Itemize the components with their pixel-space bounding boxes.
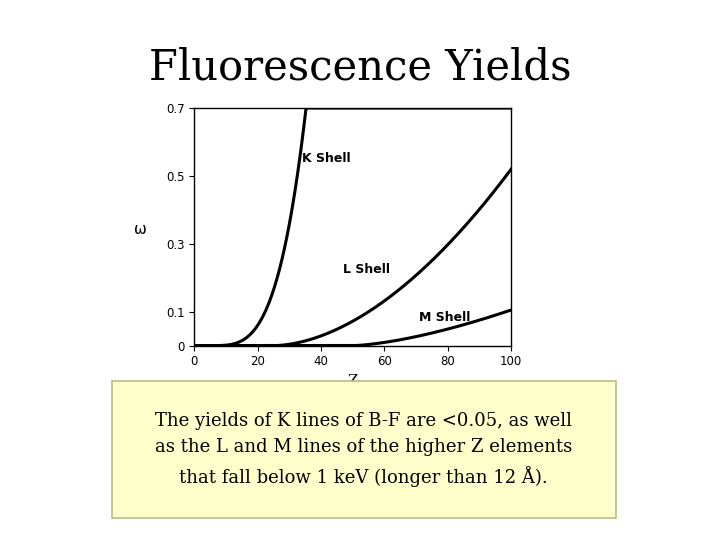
Text: UW-Madison Geology  777: UW-Madison Geology 777	[77, 10, 240, 20]
Text: ω: ω	[134, 222, 147, 237]
X-axis label: Z: Z	[348, 374, 358, 388]
FancyBboxPatch shape	[112, 381, 616, 518]
Circle shape	[0, 2, 135, 28]
Text: K Shell: K Shell	[302, 152, 351, 165]
Text: Fluorescence Yields: Fluorescence Yields	[149, 46, 571, 89]
Text: The yields of K lines of B-F are <0.05, as well
as the L and M lines of the high: The yields of K lines of B-F are <0.05, …	[155, 412, 572, 487]
Text: L Shell: L Shell	[343, 262, 390, 275]
Text: M Shell: M Shell	[419, 311, 471, 324]
